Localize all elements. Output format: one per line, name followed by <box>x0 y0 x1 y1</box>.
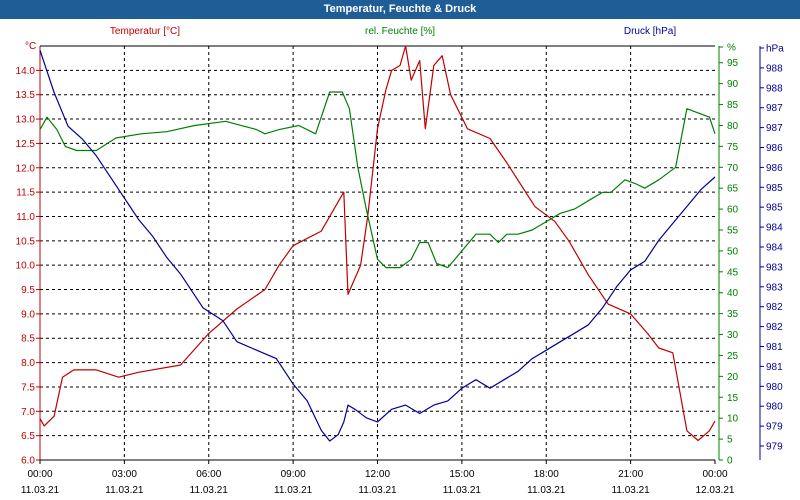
pressure-tick-label: 986 <box>766 143 783 154</box>
x-tick-date: 11.03.21 <box>527 485 566 496</box>
humidity-tick-label: 0 <box>727 456 733 467</box>
humidity-tick-label: 85 <box>727 100 739 111</box>
pressure-tick-label: 983 <box>766 262 783 273</box>
x-tick-time: 03:00 <box>112 469 137 480</box>
pressure-tick-label: 984 <box>766 243 783 254</box>
x-tick-time: 06:00 <box>196 469 221 480</box>
x-tick-time: 12:00 <box>365 469 390 480</box>
temperature-tick-label: 6.5 <box>21 431 35 442</box>
humidity-tick-label: 90 <box>727 79 739 90</box>
temperature-tick-label: 11.5 <box>16 188 35 199</box>
x-tick-date: 11.03.21 <box>358 485 397 496</box>
temperature-tick-label: 14.0 <box>16 66 36 77</box>
series-line-pressure <box>39 50 716 442</box>
series-line-temperature <box>39 45 716 442</box>
pressure-tick-label: 981 <box>766 342 783 353</box>
temperature-tick-label: 13.0 <box>16 115 36 126</box>
temperature-tick-label: 9.5 <box>21 285 35 296</box>
humidity-tick-label: 35 <box>727 309 739 320</box>
pressure-axis-title: Druck [hPa] <box>624 26 676 37</box>
x-tick-date: 11.03.21 <box>612 485 651 496</box>
pressure-tick-label: 987 <box>766 123 783 134</box>
humidity-tick-label: 80 <box>727 121 739 132</box>
humidity-tick-label: % <box>727 43 736 54</box>
pressure-tick-label: 982 <box>766 302 783 313</box>
chart: Temperatur [°C] rel. Feuchte [%] Druck [… <box>16 26 785 497</box>
humidity-tick-label: 60 <box>727 205 739 216</box>
temperature-tick-label: 7.0 <box>21 407 35 418</box>
temperature-tick-label: 12.5 <box>16 139 36 150</box>
temperature-tick-label: 12.0 <box>16 163 36 174</box>
humidity-tick-label: 25 <box>727 351 739 362</box>
temperature-tick-label: 13.5 <box>16 90 36 101</box>
humidity-tick-label: 40 <box>727 288 739 299</box>
x-tick-date: 12.03.21 <box>696 485 735 496</box>
humidity-tick-label: 65 <box>727 184 739 195</box>
grid <box>40 46 715 460</box>
x-tick-time: 00:00 <box>702 469 727 480</box>
x-tick-date: 11.03.21 <box>274 485 313 496</box>
pressure-tick-label: hPa <box>766 44 784 55</box>
pressure-tick-label: 979 <box>766 442 783 453</box>
pressure-tick-label: 981 <box>766 362 783 373</box>
humidity-axis-title: rel. Feuchte [%] <box>365 26 435 37</box>
humidity-tick-label: 15 <box>727 393 739 404</box>
x-tick-date: 11.03.21 <box>21 485 60 496</box>
pressure-tick-label: 983 <box>766 282 783 293</box>
series-lines <box>39 45 716 442</box>
x-tick-time: 18:00 <box>534 469 559 480</box>
temperature-tick-label: 11.0 <box>16 212 35 223</box>
humidity-tick-label: 70 <box>727 163 739 174</box>
x-tick-time: 21:00 <box>618 469 643 480</box>
x-tick-time: 15:00 <box>449 469 474 480</box>
pressure-tick-label: 980 <box>766 382 783 393</box>
temperature-tick-label: 8.0 <box>21 358 35 369</box>
temperature-tick-label: 10.0 <box>16 261 36 272</box>
chart-title: Temperatur, Feuchte & Druck <box>0 0 800 19</box>
axes <box>36 45 764 464</box>
x-tick-date: 11.03.21 <box>105 485 144 496</box>
pressure-tick-label: 984 <box>766 223 783 234</box>
tick-labels: 00:00 11.03.21 03:00 11.03.21 06:00 11.03.21 0… <box>16 43 785 497</box>
temperature-tick-label: 8.5 <box>21 334 35 345</box>
pressure-tick-label: 987 <box>766 103 783 114</box>
temperature-tick-label: 6.0 <box>21 456 35 467</box>
x-tick-time: 09:00 <box>281 469 306 480</box>
pressure-tick-label: 988 <box>766 83 783 94</box>
temperature-tick-label: 9.0 <box>21 309 35 320</box>
temperature-tick-label: 10.5 <box>16 236 36 247</box>
x-tick-date: 11.03.21 <box>443 485 482 496</box>
humidity-tick-label: 5 <box>727 435 733 446</box>
pressure-tick-label: 980 <box>766 402 783 413</box>
pressure-tick-label: 985 <box>766 183 783 194</box>
pressure-tick-label: 985 <box>766 203 783 214</box>
x-tick-time: 00:00 <box>27 469 52 480</box>
series-line-humidity <box>39 91 716 269</box>
humidity-tick-label: 10 <box>727 414 739 425</box>
humidity-tick-label: 45 <box>727 267 739 278</box>
humidity-tick-label: 95 <box>727 58 739 69</box>
humidity-tick-label: 20 <box>727 372 739 383</box>
pressure-tick-label: 979 <box>766 422 783 433</box>
humidity-tick-label: 30 <box>727 330 739 341</box>
humidity-tick-label: 75 <box>727 142 739 153</box>
x-tick-date: 11.03.21 <box>190 485 229 496</box>
temperature-axis-title: Temperatur [°C] <box>110 26 180 37</box>
pressure-tick-label: 982 <box>766 322 783 333</box>
pressure-tick-label: 988 <box>766 63 783 74</box>
pressure-tick-label: 986 <box>766 163 783 174</box>
humidity-tick-label: 50 <box>727 246 739 257</box>
humidity-tick-label: 55 <box>727 226 739 237</box>
temperature-tick-label: 7.5 <box>21 382 35 393</box>
temperature-unit-label: °C <box>25 41 36 52</box>
